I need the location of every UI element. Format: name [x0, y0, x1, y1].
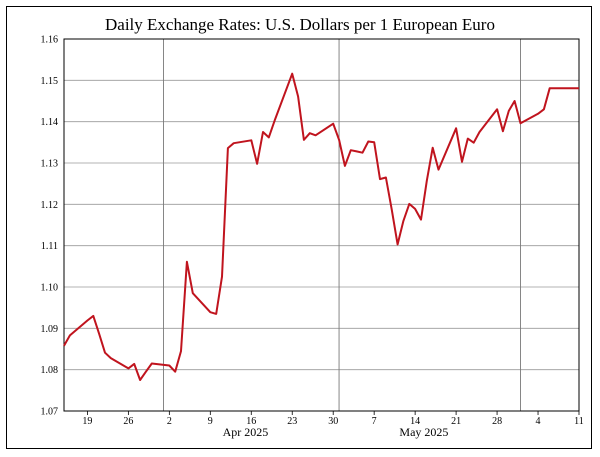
y-tick-label: 1.11 — [41, 241, 58, 252]
series-line — [63, 72, 579, 381]
y-tick-label: 1.13 — [41, 159, 59, 170]
y-tick-label: 1.09 — [41, 324, 59, 335]
y-tick-label: 1.08 — [41, 365, 59, 376]
x-tick-label: 21 — [451, 416, 461, 427]
y-tick-label: 1.14 — [41, 117, 59, 128]
x-tick-label: 4 — [536, 416, 541, 427]
x-tick-label: 19 — [82, 416, 92, 427]
x-tick-label: 30 — [328, 416, 338, 427]
x-tick-label: 9 — [208, 416, 213, 427]
grid-lines — [64, 39, 579, 411]
month-label: May 2025 — [399, 425, 448, 439]
x-tick-label: 23 — [287, 416, 297, 427]
series-group — [63, 72, 579, 381]
month-label: Apr 2025 — [223, 425, 269, 439]
y-axis-ticks: 1.07 1.08 1.09 1.10 1.11 1.12 1.13 1.14 1.15 1.16 — [41, 35, 59, 418]
chart-frame — [6, 6, 592, 449]
chart-title: Daily Exchange Rates: U.S. Dollars per 1… — [105, 15, 495, 34]
x-tick-label: 7 — [372, 416, 377, 427]
plot-area-border — [63, 38, 580, 412]
month-labels: Apr 2025 May 2025 — [223, 425, 449, 439]
y-tick-label: 1.16 — [41, 35, 59, 46]
x-tick-label: 28 — [492, 416, 502, 427]
y-tick-label: 1.15 — [41, 76, 59, 87]
x-tick-label: 2 — [167, 416, 172, 427]
x-tick-label: 26 — [123, 416, 133, 427]
x-tick-label: 14 — [410, 416, 420, 427]
x-axis-ticks: 19 26 2 9 16 23 30 7 14 21 28 4 11 — [82, 411, 584, 427]
y-tick-label: 1.10 — [41, 283, 59, 294]
x-tick-label: 16 — [246, 416, 256, 427]
y-tick-label: 1.12 — [41, 200, 59, 211]
y-tick-label: 1.07 — [41, 407, 59, 418]
x-tick-label: 11 — [574, 416, 584, 427]
